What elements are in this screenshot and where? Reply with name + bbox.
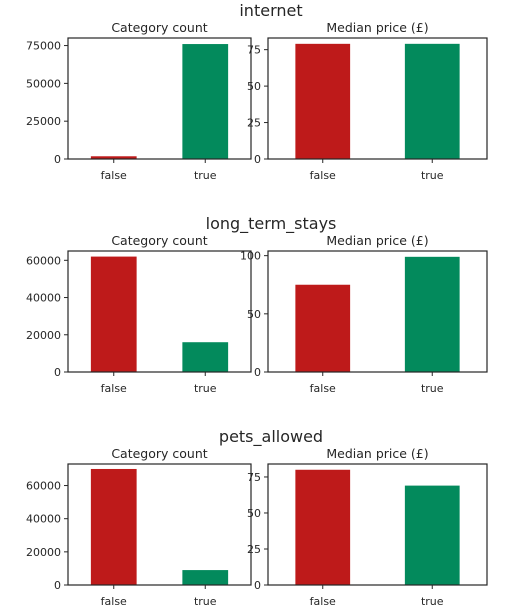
y-tick-label: 100 xyxy=(240,250,261,263)
x-tick-label: false xyxy=(101,382,127,395)
subplots: internetlong_term_stayspets_allowedCateg… xyxy=(26,1,487,608)
y-tick-label: 0 xyxy=(254,153,261,166)
group-title: pets_allowed xyxy=(219,427,323,447)
bar-false xyxy=(295,285,350,372)
x-tick-label: false xyxy=(310,169,336,182)
subplot: Category count false true 0 25000 50000 75000 xyxy=(26,20,251,182)
y-tick-label: 20000 xyxy=(26,546,61,559)
x-tick-label: false xyxy=(101,169,127,182)
subplot-title: Category count xyxy=(111,20,207,35)
x-tick-label: true xyxy=(421,169,444,182)
subplot-title: Median price (£) xyxy=(326,233,428,248)
bar-true xyxy=(182,342,228,372)
group-title: long_term_stays xyxy=(206,214,337,234)
y-tick-label: 40000 xyxy=(26,513,61,526)
y-tick-label: 25000 xyxy=(26,115,61,128)
y-tick-label: 50000 xyxy=(26,77,61,90)
bar-false xyxy=(295,44,350,159)
x-tick-label: false xyxy=(310,382,336,395)
y-tick-label: 75 xyxy=(247,44,261,57)
bar-true xyxy=(405,257,460,372)
x-tick-label: false xyxy=(310,595,336,608)
x-tick-label: false xyxy=(101,595,127,608)
bar-true xyxy=(405,44,460,159)
y-tick-label: 0 xyxy=(254,366,261,379)
y-tick-label: 0 xyxy=(54,366,61,379)
group-title: internet xyxy=(239,1,302,20)
bar-false xyxy=(295,470,350,585)
y-tick-label: 40000 xyxy=(26,292,61,305)
subplot: Median price (£) false true 0 25 50 75 xyxy=(247,20,487,182)
x-tick-label: true xyxy=(194,595,217,608)
x-tick-label: true xyxy=(194,382,217,395)
y-tick-label: 50 xyxy=(247,308,261,321)
bar-false xyxy=(91,257,137,372)
y-tick-label: 0 xyxy=(54,579,61,592)
y-tick-label: 0 xyxy=(254,579,261,592)
x-tick-label: true xyxy=(421,382,444,395)
y-tick-label: 60000 xyxy=(26,254,61,267)
x-tick-label: true xyxy=(421,595,444,608)
y-tick-label: 0 xyxy=(54,153,61,166)
x-tick-label: true xyxy=(194,169,217,182)
bar-true xyxy=(182,44,228,159)
y-tick-label: 25 xyxy=(247,117,261,130)
y-tick-label: 50 xyxy=(247,507,261,520)
subplot-title: Category count xyxy=(111,233,207,248)
bar-true xyxy=(182,570,228,585)
y-tick-label: 60000 xyxy=(26,480,61,493)
subplot: Median price (£) false true 0 50 100 xyxy=(240,233,487,395)
y-tick-label: 25 xyxy=(247,543,261,556)
subplot-title: Category count xyxy=(111,446,207,461)
bar-true xyxy=(405,486,460,585)
y-tick-label: 20000 xyxy=(26,329,61,342)
subplot: Category count false true 0 20000 40000 60000 xyxy=(26,446,251,608)
y-tick-label: 75 xyxy=(247,471,261,484)
subplot: Category count false true 0 20000 40000 60000 xyxy=(26,233,251,395)
y-tick-label: 75000 xyxy=(26,40,61,53)
subplot: Median price (£) false true 0 25 50 75 xyxy=(247,446,487,608)
bar-false xyxy=(91,469,137,585)
subplot-title: Median price (£) xyxy=(326,20,428,35)
subplot-title: Median price (£) xyxy=(326,446,428,461)
y-tick-label: 50 xyxy=(247,80,261,93)
